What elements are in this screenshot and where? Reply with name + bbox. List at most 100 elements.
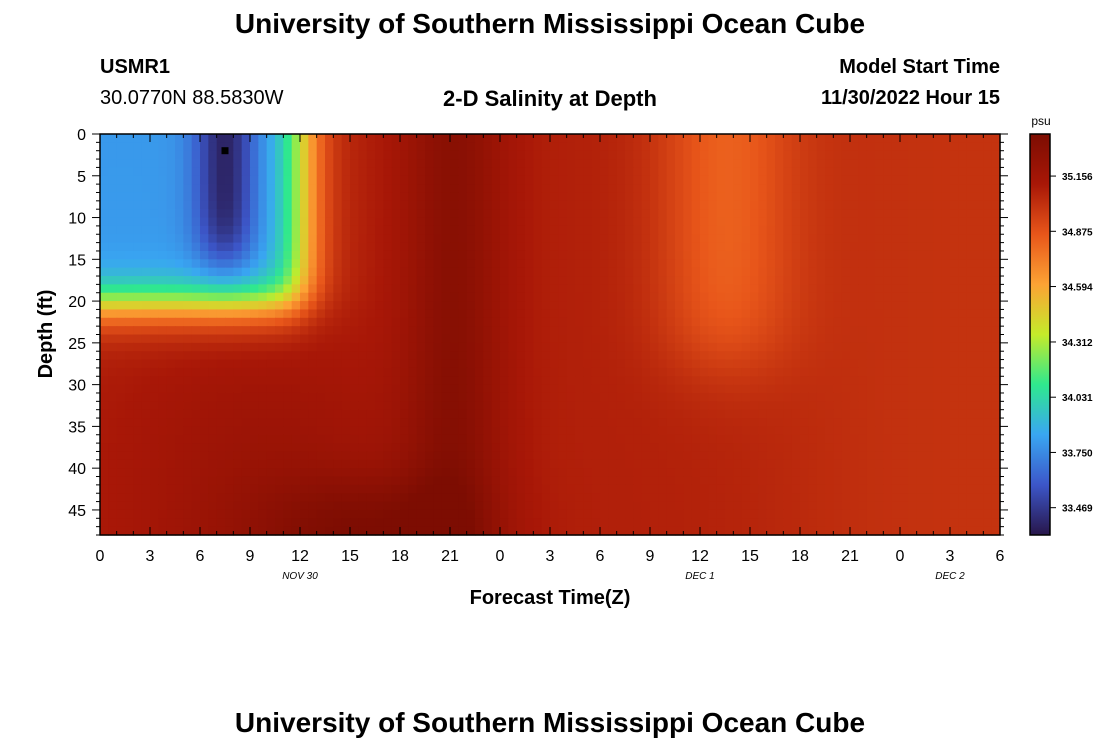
heatmap-cell (200, 225, 209, 235)
heatmap-cell (550, 476, 559, 486)
heatmap-cell (533, 459, 543, 469)
heatmap-cell (200, 392, 209, 402)
heatmap-cell (691, 200, 701, 210)
heatmap-cell (516, 501, 526, 511)
heatmap-cell (666, 276, 676, 285)
heatmap-cell (716, 284, 726, 294)
heatmap-cell (166, 292, 176, 302)
heatmap-cell (391, 242, 401, 252)
heatmap-cell (708, 401, 718, 411)
heatmap-cell (233, 451, 243, 461)
heatmap-cell (566, 434, 576, 444)
heatmap-cell (558, 367, 568, 377)
heatmap-cell (983, 250, 993, 260)
heatmap-cell (700, 175, 709, 185)
heatmap-cell (433, 284, 443, 294)
heatmap-cell (200, 309, 209, 319)
heatmap-cell (716, 159, 726, 169)
heatmap-cell (758, 184, 768, 194)
heatmap-cell (125, 401, 134, 411)
heatmap-cell (808, 284, 818, 294)
heatmap-cell (550, 493, 559, 503)
heatmap-cell (441, 234, 451, 244)
heatmap-cell (866, 409, 876, 419)
heatmap-cell (750, 409, 759, 419)
heatmap-cell (858, 334, 868, 344)
heatmap-cell (250, 150, 259, 160)
heatmap-cell (291, 359, 301, 369)
heatmap-cell (775, 242, 784, 252)
heatmap-cell (916, 476, 926, 486)
heatmap-cell (658, 509, 668, 519)
heatmap-cell (983, 276, 993, 285)
heatmap-cell (366, 459, 376, 469)
heatmap-cell (450, 359, 459, 369)
heatmap-cell (316, 234, 326, 244)
heatmap-cell (633, 167, 643, 177)
heatmap-cell (691, 142, 701, 152)
heatmap-cell (858, 284, 868, 294)
heatmap-cell (750, 459, 759, 469)
heatmap-cell (833, 443, 843, 453)
heatmap-cell (300, 175, 309, 185)
heatmap-cell (616, 342, 626, 352)
heatmap-cell (375, 167, 384, 177)
heatmap-cell (950, 267, 959, 277)
heatmap-cell (433, 426, 443, 436)
heatmap-cell (950, 476, 959, 486)
heatmap-cell (741, 167, 751, 177)
heatmap-cell (341, 468, 351, 478)
heatmap-cell (958, 267, 968, 277)
heatmap-cell (500, 292, 509, 302)
heatmap-cell (416, 359, 426, 369)
heatmap-cell (300, 184, 309, 194)
heatmap-cell (200, 150, 209, 160)
heatmap-cell (925, 217, 934, 227)
heatmap-cell (641, 259, 651, 269)
heatmap-cell (333, 392, 343, 402)
heatmap-cell (683, 217, 693, 227)
heatmap-cell (341, 376, 351, 386)
heatmap-cell (175, 493, 184, 503)
heatmap-cell (633, 392, 643, 402)
heatmap-cell (825, 309, 834, 319)
heatmap-cell (633, 200, 643, 210)
heatmap-cell (800, 259, 809, 269)
heatmap-cell (558, 242, 568, 252)
heatmap-cell (675, 351, 684, 361)
heatmap-cell (191, 317, 201, 327)
heatmap-cell (950, 142, 959, 152)
heatmap-cell (475, 351, 484, 361)
heatmap-cell (258, 451, 268, 461)
heatmap-cell (308, 225, 318, 235)
heatmap-cell (900, 484, 909, 494)
heatmap-cell (500, 409, 509, 419)
heatmap-cell (483, 501, 493, 511)
heatmap-cell (266, 134, 276, 143)
heatmap-cell (925, 334, 934, 344)
heatmap-cell (866, 250, 876, 260)
heatmap-cell (541, 426, 551, 436)
heatmap-cell (308, 200, 318, 210)
heatmap-cell (691, 167, 701, 177)
heatmap-cell (766, 434, 776, 444)
heatmap-cell (325, 175, 334, 185)
heatmap-cell (666, 301, 676, 311)
heatmap-cell (625, 159, 634, 169)
heatmap-cell (816, 150, 826, 160)
heatmap-cell (241, 209, 251, 219)
heatmap-cell (408, 418, 418, 427)
heatmap-cell (600, 392, 609, 402)
heatmap-cell (741, 184, 751, 194)
heatmap-cell (741, 376, 751, 386)
heatmap-cell (591, 134, 601, 143)
heatmap-cell (458, 200, 468, 210)
heatmap-cell (716, 250, 726, 260)
heatmap-cell (550, 392, 559, 402)
heatmap-cell (200, 175, 209, 185)
heatmap-cell (116, 142, 126, 152)
heatmap-cell (491, 326, 501, 336)
heatmap-cell (700, 418, 709, 427)
heatmap-cell (766, 292, 776, 302)
heatmap-cell (325, 434, 334, 444)
